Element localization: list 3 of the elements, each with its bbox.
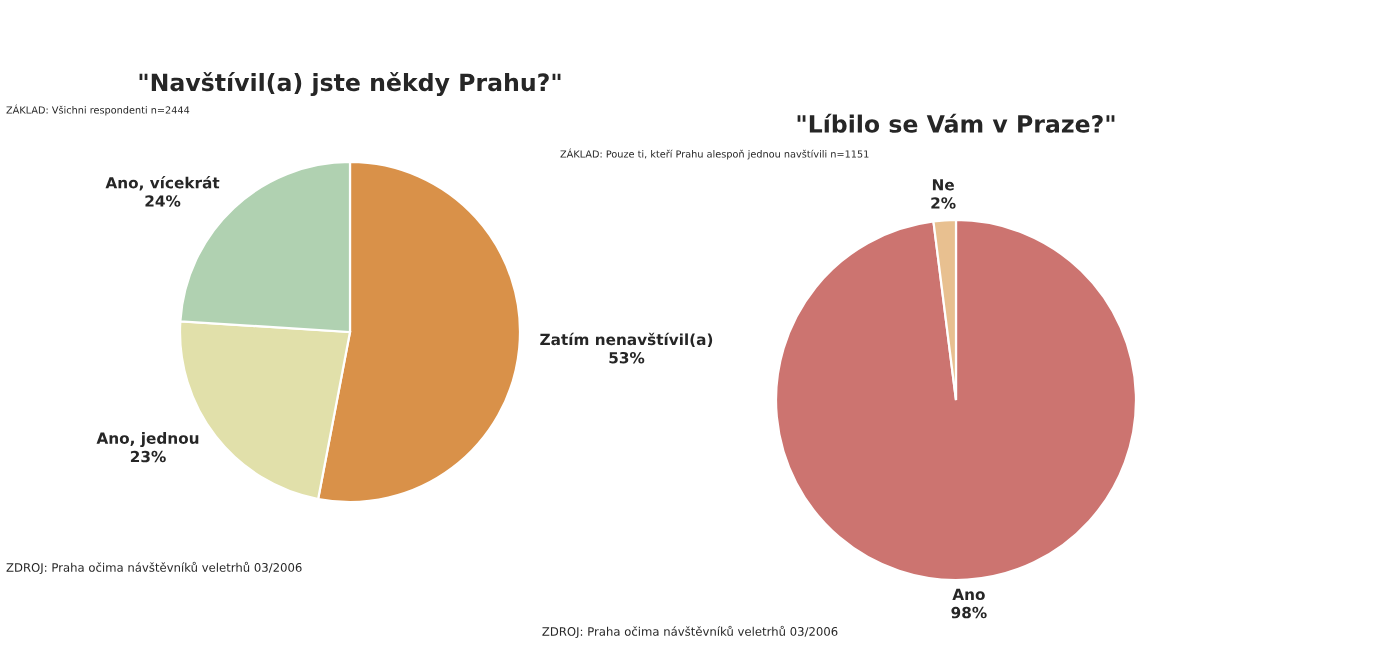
chart-title: "Navštívil(a) jste někdy Prahu?" [139,72,561,96]
pie-slice [774,218,1138,582]
chart-title: "Líbilo se Vám v Praze?" [797,113,1115,133]
